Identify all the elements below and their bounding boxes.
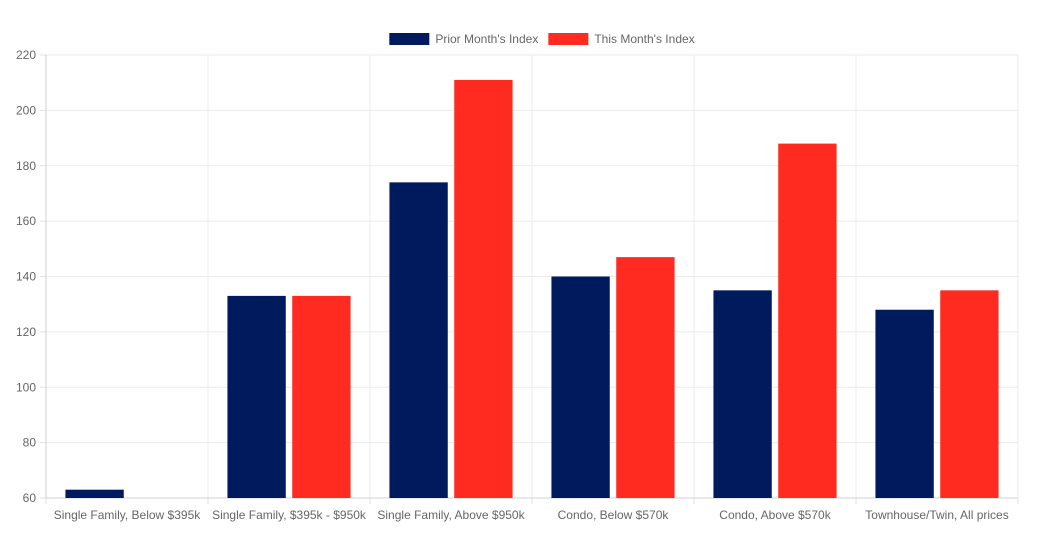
y-tick-label: 140 bbox=[16, 270, 36, 284]
legend-label: This Month's Index bbox=[594, 32, 694, 46]
grid-lines bbox=[45, 54, 1019, 499]
bar-series-1-category-6[interactable] bbox=[875, 309, 934, 498]
y-tick-label: 200 bbox=[16, 103, 36, 117]
bar-series-2-category-4[interactable] bbox=[616, 257, 675, 498]
x-tick-label: Single Family, $395k - $950k bbox=[212, 508, 367, 522]
x-tick-label: Condo, Above $570k bbox=[719, 508, 831, 522]
bar-series-1-category-2[interactable] bbox=[227, 295, 286, 498]
x-tick-label: Single Family, Below $395k bbox=[54, 508, 202, 522]
legend-label: Prior Month's Index bbox=[435, 32, 538, 46]
x-tick-label: Single Family, Above $950k bbox=[377, 508, 525, 522]
y-tick-label: 60 bbox=[23, 491, 37, 505]
legend-swatch bbox=[548, 33, 589, 45]
y-tick-label: 120 bbox=[16, 325, 36, 339]
legend-item-2[interactable]: This Month's Index bbox=[548, 32, 695, 46]
y-axis-ticks: 60 80 100 120 140 160 180 200 220 bbox=[16, 48, 36, 505]
bars bbox=[65, 79, 999, 499]
y-tick-label: 220 bbox=[16, 48, 36, 62]
axes bbox=[40, 54, 1019, 504]
bar-series-2-category-2[interactable] bbox=[292, 295, 351, 498]
bar-series-1-category-5[interactable] bbox=[713, 290, 772, 498]
x-axis-ticks: Single Family, Below $395k Single Family,… bbox=[54, 508, 1009, 522]
y-tick-label: 100 bbox=[16, 380, 36, 394]
x-tick-label: Condo, Below $570k bbox=[558, 508, 670, 522]
bar-series-2-category-5[interactable] bbox=[778, 143, 837, 498]
y-tick-label: 180 bbox=[16, 159, 36, 173]
legend[interactable]: Prior Month's Index This Month's Index bbox=[389, 32, 695, 46]
bar-series-1-category-1[interactable] bbox=[65, 489, 124, 498]
legend-swatch bbox=[389, 33, 430, 45]
bar-series-1-category-4[interactable] bbox=[551, 276, 610, 499]
bar-series-2-category-3[interactable] bbox=[454, 79, 513, 498]
legend-item-1[interactable]: Prior Month's Index bbox=[389, 32, 538, 46]
y-tick-label: 80 bbox=[23, 436, 37, 450]
bar-series-2-category-6[interactable] bbox=[940, 290, 999, 498]
bar-series-1-category-3[interactable] bbox=[389, 182, 448, 499]
x-tick-label: Townhouse/Twin, All prices bbox=[865, 508, 1008, 522]
y-tick-label: 160 bbox=[16, 214, 36, 228]
